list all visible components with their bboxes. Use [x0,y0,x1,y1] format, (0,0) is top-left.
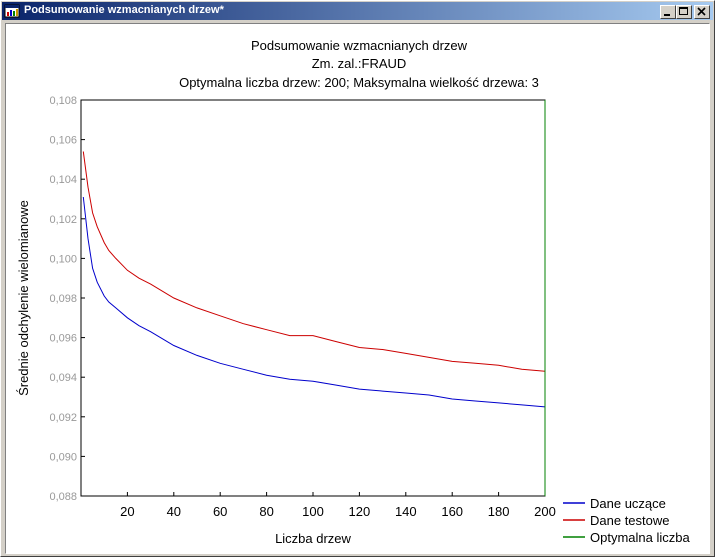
plot-area [80,99,546,497]
y-tick-label: 0,090 [49,451,77,463]
x-tick-label: 200 [534,504,556,519]
y-tick-label: 0,096 [49,333,77,345]
series-lines [82,100,546,496]
chart-area: Podsumowanie wzmacnianych drzew Zm. zal.… [5,23,710,554]
y-tick-label: 0,092 [49,412,77,424]
close-icon [697,7,706,16]
minimize-icon [664,14,670,16]
x-tick-label: 80 [259,504,273,519]
y-axis: 0,088 0,090 0,092 0,094 0,096 0,098 0,100 0,102… [49,95,85,503]
y-tick-label: 0,104 [49,174,77,186]
x-tick-label: 20 [120,504,134,519]
x-tick-label: 60 [213,504,227,519]
y-tick-label: 0,100 [49,253,77,265]
x-tick-label: 40 [167,504,181,519]
legend-label: Optymalna liczba [590,530,690,545]
y-tick-label: 0,108 [49,95,77,107]
chart-subtitle-2: Optymalna liczba drzew: 200; Maksymalna … [179,75,539,90]
x-tick-label: 180 [488,504,510,519]
close-button[interactable] [694,5,710,19]
y-tick-label: 0,088 [49,491,77,503]
legend: Dane uczące Dane testowe Optymalna liczba [563,496,690,545]
legend-label: Dane uczące [590,496,666,511]
minimize-button[interactable] [660,5,676,19]
series-line-1 [82,151,546,372]
chart-window-icon[interactable] [4,3,20,19]
x-tick-label: 160 [441,504,463,519]
y-tick-label: 0,102 [49,214,77,226]
chart-title: Podsumowanie wzmacnianych drzew [251,38,468,53]
chart: Podsumowanie wzmacnianych drzew Zm. zal.… [16,38,690,546]
x-tick-label: 120 [349,504,371,519]
maximize-icon [679,7,688,15]
x-axis: 20 40 60 80 100 120 140 160 180 200 [120,492,556,519]
series-line-0 [82,196,546,408]
y-tick-label: 0,106 [49,135,77,147]
x-tick-label: 100 [302,504,324,519]
x-axis-label: Liczba drzew [275,531,351,546]
chart-subtitle-1: Zm. zal.:FRAUD [312,56,407,71]
x-tick-label: 140 [395,504,417,519]
y-axis-label: Średnie odchylenie wielomianowe [16,200,31,396]
y-tick-label: 0,098 [49,293,77,305]
window-title: Podsumowanie wzmacnianych drzew* [24,4,224,16]
maximize-button[interactable] [676,5,692,19]
legend-label: Dane testowe [590,513,670,528]
y-tick-label: 0,094 [49,372,77,384]
title-bar[interactable]: Podsumowanie wzmacnianych drzew* [2,2,713,20]
